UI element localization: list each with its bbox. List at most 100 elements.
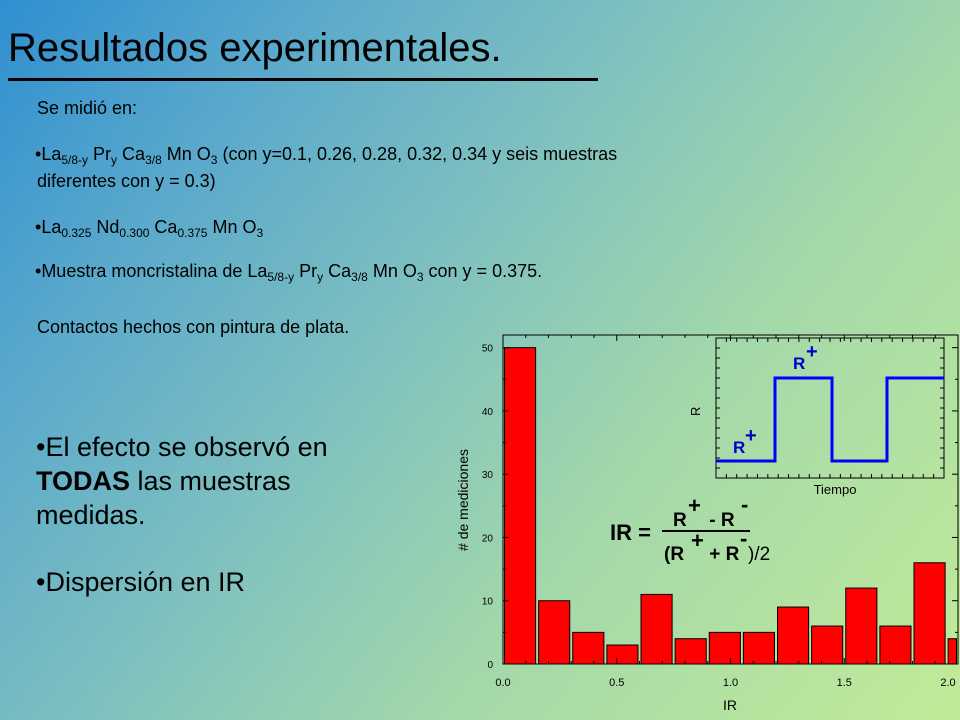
item1-text-a: La xyxy=(41,144,62,164)
y-tick-label: 0 xyxy=(487,660,493,671)
item3-sub-b: y xyxy=(317,270,324,284)
y-axis-label: # de mediciones xyxy=(455,449,471,551)
histogram-bar xyxy=(572,631,605,665)
item3-sub-c: 3/8 xyxy=(351,270,368,284)
item2-text-c: Ca xyxy=(149,217,178,237)
bullet-item-2: •La0.325 Nd0.300 Ca0.375 Mn O3 xyxy=(35,216,264,240)
inset-y-label: R xyxy=(688,407,703,416)
item2-sub-a: 0.325 xyxy=(61,226,92,240)
formula-den-close: )/2 xyxy=(748,544,770,565)
histogram-bar xyxy=(674,638,707,665)
inset-frame xyxy=(715,337,945,479)
x-tick-label: 1.0 xyxy=(723,677,738,689)
item3-sub-d: 3 xyxy=(416,270,424,284)
inset-resistance-line xyxy=(716,376,944,463)
histogram-bar xyxy=(777,606,810,665)
item1-text-d: Mn O xyxy=(161,144,211,164)
item3-text-c: Ca xyxy=(323,261,352,281)
inset-low-label: R xyxy=(733,438,745,457)
x-axis-label: IR xyxy=(723,697,737,713)
item1-text-c: Ca xyxy=(117,144,146,164)
inset-x-label: Tiempo xyxy=(814,482,857,497)
bullet: • xyxy=(35,261,42,281)
plot-frame xyxy=(502,334,959,665)
x-tick-label: 0.0 xyxy=(495,677,510,689)
formula-den-sign2: - xyxy=(740,526,747,551)
histogram-bar xyxy=(879,625,912,665)
inset-low-sign: + xyxy=(745,425,757,447)
item2-text-b: Nd xyxy=(91,217,120,237)
item1-sub-b: y xyxy=(111,153,118,167)
y-tick-label: 30 xyxy=(482,470,494,481)
item1-text-b: Pr xyxy=(88,144,112,164)
histogram-bar xyxy=(742,631,775,665)
bullet: • xyxy=(35,217,42,237)
bullet-item-1: •La5/8-y Pry Ca3/8 Mn O3 (con y=0.1, 0.2… xyxy=(35,143,618,167)
inset-chart: R Tiempo R + R + xyxy=(688,337,945,497)
y-tick-label: 10 xyxy=(482,597,494,608)
item2-sub-d: 3 xyxy=(256,226,264,240)
bullet: • xyxy=(36,432,46,462)
bullet-item-3: •Muestra moncristalina de La5/8-y Pry Ca… xyxy=(35,260,543,284)
item3-text-d: Mn O xyxy=(367,261,417,281)
x-tick-labels: 0.0 0.5 1.0 1.5 2.0 xyxy=(495,677,955,689)
x-tick-label: 0.5 xyxy=(609,677,624,689)
histogram-bar xyxy=(504,347,537,665)
item2-text-d: Mn O xyxy=(207,217,257,237)
inset-ticks xyxy=(716,338,944,478)
item1-sub-c: 3/8 xyxy=(145,153,162,167)
formula-den-op: + R xyxy=(704,544,740,565)
item2-text-a: La xyxy=(41,217,62,237)
formula-num-r1: R xyxy=(673,510,687,531)
formula-den-open: (R xyxy=(664,544,684,565)
intro-text: Se midió en: xyxy=(37,98,138,118)
effect-line-3: medidas. xyxy=(36,500,146,530)
item1-sub-d: 3 xyxy=(210,153,218,167)
item3-text-e: con y = 0.375. xyxy=(423,261,543,281)
inset-high-label: R xyxy=(793,354,805,373)
axis-ticks xyxy=(502,335,959,665)
slide-title: Resultados experimentales. xyxy=(8,26,502,70)
effect-line-1-text: El efecto se observó en xyxy=(45,432,328,462)
y-tick-label: 40 xyxy=(482,407,494,418)
histogram-bar xyxy=(947,638,957,665)
contacts-text: Contactos hechos con pintura de plata. xyxy=(37,317,350,337)
effect-emphasis: TODAS xyxy=(36,466,131,496)
ir-histogram-chart: 0 10 20 30 40 50 0.0 0.5 1.0 1.5 2.0 IR # de medi… xyxy=(455,334,959,713)
histogram-bar xyxy=(913,562,946,665)
inset-high-sign: + xyxy=(806,341,818,363)
item3-sub-a: 5/8-y xyxy=(267,270,295,284)
ir-formula: IR = R + - R - (R + + R - )/2 xyxy=(610,492,770,565)
y-tick-label: 50 xyxy=(482,344,494,355)
bullet: • xyxy=(35,144,42,164)
formula-lhs: IR = xyxy=(610,520,651,545)
y-tick-label: 20 xyxy=(482,533,494,544)
y-tick-labels: 0 10 20 30 40 50 xyxy=(482,344,494,671)
histogram-bar xyxy=(708,631,741,665)
formula-num-op: - R xyxy=(704,510,735,531)
item3-text-b: Pr xyxy=(294,261,318,281)
histogram-bars xyxy=(504,347,957,665)
formula-den-sign1: + xyxy=(691,528,704,553)
histogram-bar xyxy=(811,625,844,665)
item1-sub-a: 5/8-y xyxy=(61,153,89,167)
dispersion-text: •Dispersión en IR xyxy=(36,567,246,597)
item1-text-e: (con y=0.1, 0.26, 0.28, 0.32, 0.34 y sei… xyxy=(217,144,618,164)
bullet-item-1-line2: diferentes con y = 0.3) xyxy=(37,171,216,191)
title-underline xyxy=(8,78,598,81)
formula-num-sign1: + xyxy=(688,493,701,518)
x-tick-label: 2.0 xyxy=(940,677,955,689)
histogram-bar xyxy=(845,587,878,665)
effect-line-2: TODAS las muestras xyxy=(36,464,396,498)
histogram-bar xyxy=(606,644,639,665)
effect-line-1: •El efecto se observó en xyxy=(36,430,396,464)
item3-text-a: Muestra moncristalina de La xyxy=(41,261,268,281)
item2-sub-c: 0.375 xyxy=(177,226,208,240)
histogram-bar xyxy=(640,593,673,665)
histogram-bar xyxy=(538,600,571,665)
formula-num-sign2: - xyxy=(741,492,748,517)
effect-line-2-text: las muestras xyxy=(130,466,291,496)
item2-sub-b: 0.300 xyxy=(119,226,150,240)
effect-text: •El efecto se observó en TODAS las muest… xyxy=(36,430,396,532)
x-tick-label: 1.5 xyxy=(837,677,852,689)
